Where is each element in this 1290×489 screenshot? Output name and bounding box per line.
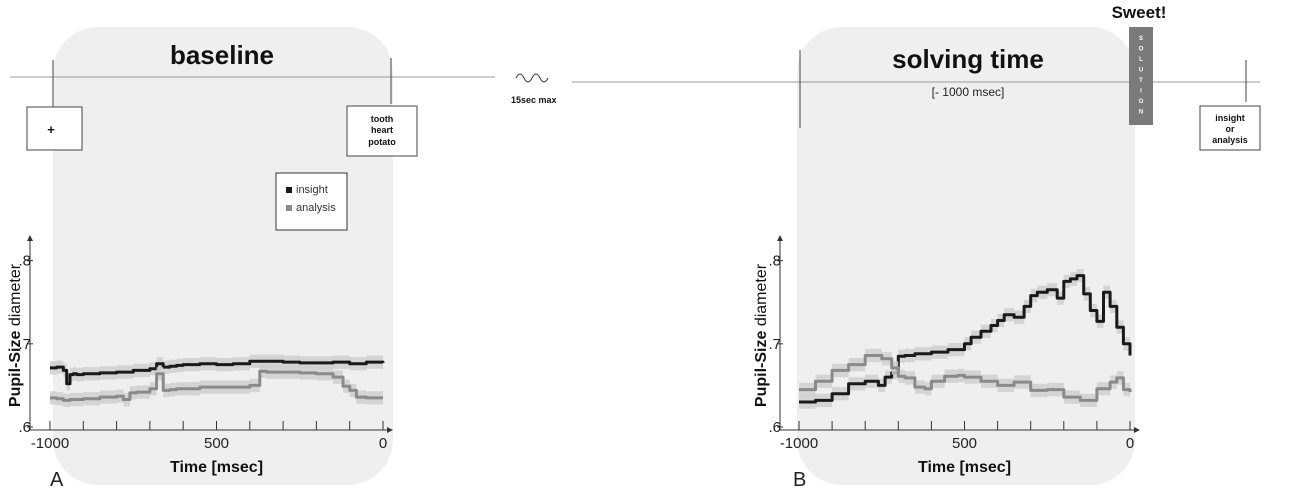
y-axis-title: Pupil-Size diameter xyxy=(753,263,770,407)
solution-letter: T xyxy=(1139,78,1143,84)
x-tick-label: 500 xyxy=(952,435,977,452)
legend-swatch-insight xyxy=(286,187,292,193)
response-text-1: insight xyxy=(1215,113,1245,123)
x-tick-label: 0 xyxy=(379,435,387,452)
phase-background-baseline xyxy=(53,27,393,485)
phase-title-solving: solving time xyxy=(892,44,1044,74)
fixation-screen-box xyxy=(26,106,83,151)
solution-letter: O xyxy=(1139,47,1144,53)
solution-bar xyxy=(1129,27,1153,125)
ci-band-insight xyxy=(799,269,1130,409)
y-axis-title-rest: diameter xyxy=(753,263,770,326)
fixation-symbol: + xyxy=(47,122,55,137)
series-line-insight xyxy=(50,359,385,386)
phase-title-baseline: baseline xyxy=(170,40,274,70)
phase-subtitle-solving: [- 1000 msec] xyxy=(932,85,1005,99)
panel-letter-b: B xyxy=(793,469,806,489)
y-tick-label: .8 xyxy=(768,253,781,270)
x-axis-title: Time [msec] xyxy=(170,459,263,476)
stimulus-word-1: tooth xyxy=(371,114,394,124)
stimulus-word-2: heart xyxy=(371,125,393,135)
x-axis-arrow xyxy=(387,427,393,433)
y-tick-label: .6 xyxy=(18,419,31,436)
y-axis-title-bold: Pupil-Size xyxy=(753,326,770,407)
y-axis-title-rest: diameter xyxy=(7,263,24,326)
exclamation-sweet: Sweet! xyxy=(1112,3,1167,22)
y-tick-label: .7 xyxy=(768,336,781,353)
y-tick-label: .6 xyxy=(768,419,781,436)
y-tick-label: .7 xyxy=(18,336,31,353)
series-line-analysis xyxy=(50,369,383,402)
solution-letter: N xyxy=(1139,110,1143,116)
legend-label-insight: insight xyxy=(296,184,328,196)
solution-letter: L xyxy=(1139,57,1143,63)
chart-baseline: -1000 500 0 .6 .7 .8 Time [msec] Pupil-Size dia… xyxy=(7,235,393,476)
solution-letter: U xyxy=(1139,68,1143,74)
legend-swatch-analysis xyxy=(286,205,292,211)
stimulus-word-3: potato xyxy=(368,137,396,147)
legend-box xyxy=(275,172,348,231)
timeline-squiggle xyxy=(515,73,549,83)
x-tick-label: -1000 xyxy=(780,435,818,452)
phase-background-solving xyxy=(797,27,1135,485)
response-text-3: analysis xyxy=(1212,135,1248,145)
y-axis-arrow xyxy=(27,235,33,241)
x-tick-label: -1000 xyxy=(31,435,69,452)
solution-letter: S xyxy=(1139,36,1143,42)
series-line-insight xyxy=(799,274,1132,404)
y-axis-arrow xyxy=(777,235,783,241)
stimulus-screen-box xyxy=(346,105,418,157)
x-axis-arrow xyxy=(1134,427,1140,433)
panel-letter-a: A xyxy=(50,469,64,489)
solution-letter: O xyxy=(1139,99,1144,105)
response-screen-box xyxy=(1199,105,1261,151)
y-axis-title: Pupil-Size diameter xyxy=(7,263,24,407)
series-line-analysis xyxy=(799,354,1132,402)
solution-letter: I xyxy=(1140,89,1142,95)
timeline-duration-label: 15sec max xyxy=(511,95,557,105)
x-tick-label: 0 xyxy=(1126,435,1134,452)
legend-label-analysis: analysis xyxy=(296,202,336,214)
response-text-2: or xyxy=(1226,124,1235,134)
x-tick-label: 500 xyxy=(204,435,229,452)
chart-solving: -1000 500 0 .6 .7 .8 Time [msec] Pupil-Size dia… xyxy=(753,235,1140,476)
y-axis-title-bold: Pupil-Size xyxy=(7,326,24,407)
y-tick-label: .8 xyxy=(18,253,31,270)
x-axis-title: Time [msec] xyxy=(918,459,1011,476)
